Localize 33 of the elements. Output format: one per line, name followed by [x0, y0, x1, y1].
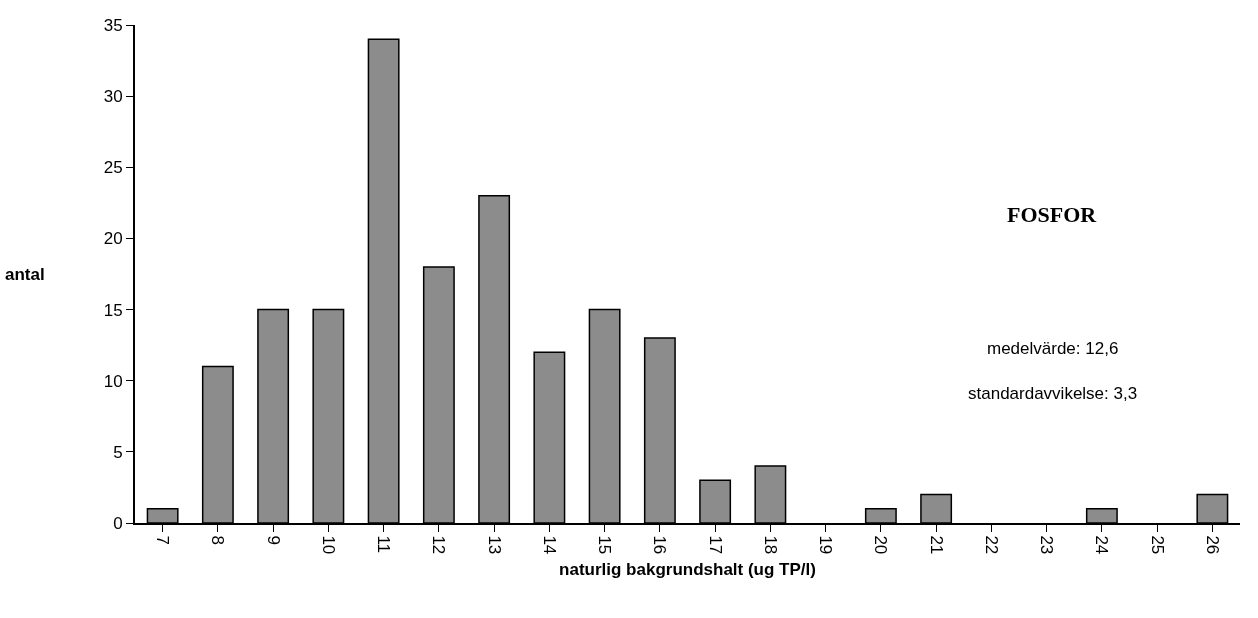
x-tick-label: 15 — [595, 535, 615, 555]
x-tick-label: 9 — [263, 535, 283, 545]
x-tick-label: 23 — [1037, 535, 1057, 555]
annotation: medelvärde: 12,6 — [987, 339, 1119, 358]
y-tick-label: 0 — [113, 513, 123, 533]
y-tick-label: 25 — [103, 158, 123, 178]
x-tick-label: 16 — [650, 535, 670, 555]
x-tick-label: 7 — [153, 535, 173, 545]
x-tick-label: 20 — [871, 535, 891, 555]
x-tick-label: 13 — [484, 535, 504, 555]
x-tick-label: 10 — [318, 535, 338, 555]
y-tick-label: 20 — [103, 229, 123, 249]
x-tick-label: 11 — [374, 535, 394, 554]
y-tick-label: 5 — [113, 442, 123, 462]
x-axis-title: naturlig bakgrundshalt (ug TP/l) — [559, 560, 816, 580]
annotation: FOSFOR — [1007, 202, 1098, 227]
x-tick-label: 17 — [705, 535, 725, 555]
x-tick-label: 24 — [1092, 535, 1112, 555]
x-tick-label: 22 — [981, 535, 1001, 555]
x-tick-label: 21 — [926, 535, 946, 555]
y-axis-title: antal — [5, 265, 45, 284]
y-tick-label: 30 — [103, 87, 123, 107]
y-tick-label: 35 — [103, 15, 123, 35]
x-tick-label: 18 — [760, 535, 780, 555]
x-tick-label: 12 — [429, 535, 449, 555]
x-tick-label: 14 — [539, 535, 559, 555]
x-tick-label: 8 — [208, 535, 228, 545]
x-tick-label: 19 — [816, 535, 836, 555]
annotation: standardavvikelse: 3,3 — [968, 384, 1138, 403]
y-tick-label: 15 — [103, 300, 123, 320]
y-tick-label: 10 — [103, 371, 123, 391]
x-tick-label: 26 — [1202, 535, 1222, 555]
x-tick-label: 25 — [1147, 535, 1167, 555]
